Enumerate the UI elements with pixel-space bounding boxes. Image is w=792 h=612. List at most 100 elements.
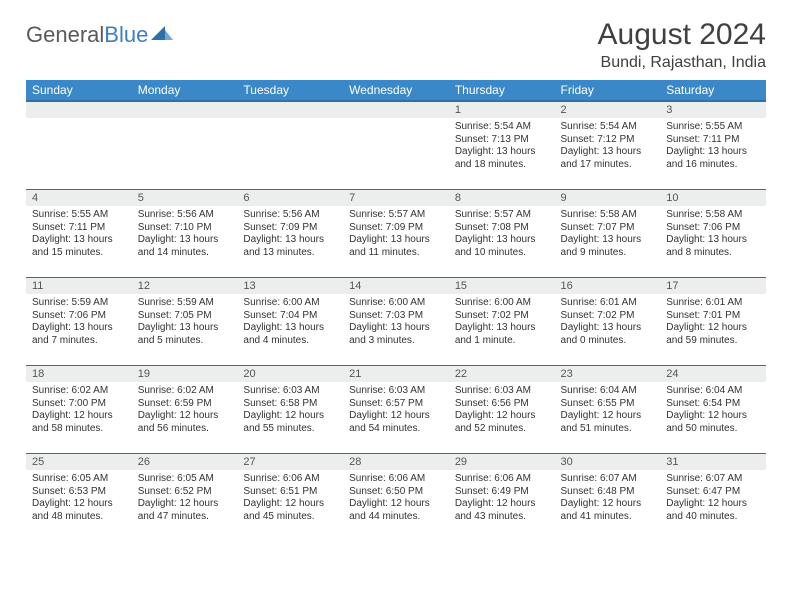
day-details: Sunrise: 6:02 AMSunset: 6:59 PMDaylight:… xyxy=(132,382,238,437)
day-details: Sunrise: 6:05 AMSunset: 6:52 PMDaylight:… xyxy=(132,470,238,525)
daylight-text: Daylight: 13 hours and 17 minutes. xyxy=(561,146,655,171)
day-number xyxy=(343,102,449,118)
daylight-text: Daylight: 12 hours and 48 minutes. xyxy=(32,498,126,523)
sunset-text: Sunset: 6:55 PM xyxy=(561,398,655,411)
sunset-text: Sunset: 6:53 PM xyxy=(32,486,126,499)
day-details: Sunrise: 6:07 AMSunset: 6:48 PMDaylight:… xyxy=(555,470,661,525)
daylight-text: Daylight: 13 hours and 15 minutes. xyxy=(32,234,126,259)
day-details: Sunrise: 6:06 AMSunset: 6:50 PMDaylight:… xyxy=(343,470,449,525)
sunset-text: Sunset: 7:06 PM xyxy=(666,222,760,235)
logo-sail-icon xyxy=(151,22,173,48)
calendar-cell: 25Sunrise: 6:05 AMSunset: 6:53 PMDayligh… xyxy=(26,453,132,541)
day-number: 23 xyxy=(555,365,661,382)
daylight-text: Daylight: 13 hours and 4 minutes. xyxy=(243,322,337,347)
sunrise-text: Sunrise: 5:56 AM xyxy=(138,209,232,222)
sunset-text: Sunset: 7:12 PM xyxy=(561,134,655,147)
day-number: 7 xyxy=(343,189,449,206)
day-details: Sunrise: 6:03 AMSunset: 6:56 PMDaylight:… xyxy=(449,382,555,437)
day-details: Sunrise: 5:55 AMSunset: 7:11 PMDaylight:… xyxy=(26,206,132,261)
sunrise-text: Sunrise: 5:54 AM xyxy=(561,121,655,134)
day-number: 8 xyxy=(449,189,555,206)
day-number: 26 xyxy=(132,453,238,470)
calendar-cell: 7Sunrise: 5:57 AMSunset: 7:09 PMDaylight… xyxy=(343,189,449,277)
day-details: Sunrise: 5:58 AMSunset: 7:06 PMDaylight:… xyxy=(660,206,766,261)
calendar-cell: 9Sunrise: 5:58 AMSunset: 7:07 PMDaylight… xyxy=(555,189,661,277)
sunset-text: Sunset: 7:07 PM xyxy=(561,222,655,235)
calendar-cell: 14Sunrise: 6:00 AMSunset: 7:03 PMDayligh… xyxy=(343,277,449,365)
sunrise-text: Sunrise: 6:00 AM xyxy=(455,297,549,310)
calendar-cell xyxy=(132,101,238,189)
sunrise-text: Sunrise: 6:03 AM xyxy=(243,385,337,398)
logo-text-2: Blue xyxy=(104,22,148,48)
calendar-cell xyxy=(343,101,449,189)
sunrise-text: Sunrise: 5:58 AM xyxy=(666,209,760,222)
daylight-text: Daylight: 13 hours and 0 minutes. xyxy=(561,322,655,347)
day-number: 31 xyxy=(660,453,766,470)
calendar-cell: 27Sunrise: 6:06 AMSunset: 6:51 PMDayligh… xyxy=(237,453,343,541)
day-details: Sunrise: 6:00 AMSunset: 7:02 PMDaylight:… xyxy=(449,294,555,349)
day-header: Thursday xyxy=(449,80,555,101)
daylight-text: Daylight: 12 hours and 51 minutes. xyxy=(561,410,655,435)
calendar-cell: 23 Sunrise: 6:04 AMSunset: 6:55 PMDayligh… xyxy=(555,365,661,453)
sunrise-text: Sunrise: 6:00 AM xyxy=(243,297,337,310)
daylight-text: Daylight: 13 hours and 1 minute. xyxy=(455,322,549,347)
sunrise-text: Sunrise: 6:06 AM xyxy=(243,473,337,486)
day-number: 5 xyxy=(132,189,238,206)
day-number: 2 xyxy=(555,102,661,118)
sunrise-text: Sunrise: 6:02 AM xyxy=(138,385,232,398)
sunset-text: Sunset: 7:02 PM xyxy=(455,310,549,323)
day-number: 14 xyxy=(343,277,449,294)
sunset-text: Sunset: 6:52 PM xyxy=(138,486,232,499)
sunset-text: Sunset: 6:56 PM xyxy=(455,398,549,411)
calendar-cell: 16Sunrise: 6:01 AMSunset: 7:02 PMDayligh… xyxy=(555,277,661,365)
calendar-cell: 3Sunrise: 5:55 AMSunset: 7:11 PMDaylight… xyxy=(660,101,766,189)
calendar-cell: 30Sunrise: 6:07 AMSunset: 6:48 PMDayligh… xyxy=(555,453,661,541)
day-number: 6 xyxy=(237,189,343,206)
day-number: 10 xyxy=(660,189,766,206)
day-number: 27 xyxy=(237,453,343,470)
sunset-text: Sunset: 6:47 PM xyxy=(666,486,760,499)
day-details: Sunrise: 6:03 AMSunset: 6:58 PMDaylight:… xyxy=(237,382,343,437)
sunrise-text: Sunrise: 5:58 AM xyxy=(561,209,655,222)
day-details: Sunrise: 5:56 AMSunset: 7:10 PMDaylight:… xyxy=(132,206,238,261)
daylight-text: Daylight: 13 hours and 11 minutes. xyxy=(349,234,443,259)
calendar-cell: 4Sunrise: 5:55 AMSunset: 7:11 PMDaylight… xyxy=(26,189,132,277)
day-details: Sunrise: 6:06 AMSunset: 6:51 PMDaylight:… xyxy=(237,470,343,525)
daylight-text: Daylight: 13 hours and 18 minutes. xyxy=(455,146,549,171)
sunrise-text: Sunrise: 6:06 AM xyxy=(455,473,549,486)
daylight-text: Daylight: 13 hours and 16 minutes. xyxy=(666,146,760,171)
day-header: Wednesday xyxy=(343,80,449,101)
daylight-text: Daylight: 12 hours and 47 minutes. xyxy=(138,498,232,523)
daylight-text: Daylight: 12 hours and 56 minutes. xyxy=(138,410,232,435)
sunset-text: Sunset: 7:02 PM xyxy=(561,310,655,323)
sunrise-text: Sunrise: 5:59 AM xyxy=(32,297,126,310)
sunset-text: Sunset: 7:11 PM xyxy=(32,222,126,235)
day-number: 16 xyxy=(555,277,661,294)
day-number: 4 xyxy=(26,189,132,206)
calendar-cell: 13Sunrise: 6:00 AMSunset: 7:04 PMDayligh… xyxy=(237,277,343,365)
sunset-text: Sunset: 6:58 PM xyxy=(243,398,337,411)
day-number: 19 xyxy=(132,365,238,382)
day-details: Sunrise: 6:00 AMSunset: 7:03 PMDaylight:… xyxy=(343,294,449,349)
sunrise-text: Sunrise: 5:57 AM xyxy=(455,209,549,222)
day-details: Sunrise: 5:57 AMSunset: 7:08 PMDaylight:… xyxy=(449,206,555,261)
sunrise-text: Sunrise: 6:07 AM xyxy=(666,473,760,486)
daylight-text: Daylight: 12 hours and 43 minutes. xyxy=(455,498,549,523)
calendar-cell: 5Sunrise: 5:56 AMSunset: 7:10 PMDaylight… xyxy=(132,189,238,277)
day-number: 11 xyxy=(26,277,132,294)
daylight-text: Daylight: 13 hours and 8 minutes. xyxy=(666,234,760,259)
sunrise-text: Sunrise: 5:54 AM xyxy=(455,121,549,134)
day-details: Sunrise: 5:57 AMSunset: 7:09 PMDaylight:… xyxy=(343,206,449,261)
sunset-text: Sunset: 7:10 PM xyxy=(138,222,232,235)
day-number xyxy=(237,102,343,118)
calendar-row: 1Sunrise: 5:54 AMSunset: 7:13 PMDaylight… xyxy=(26,101,766,189)
calendar-cell: 12Sunrise: 5:59 AMSunset: 7:05 PMDayligh… xyxy=(132,277,238,365)
sunrise-text: Sunrise: 6:05 AM xyxy=(138,473,232,486)
sunrise-text: Sunrise: 5:55 AM xyxy=(666,121,760,134)
sunset-text: Sunset: 6:50 PM xyxy=(349,486,443,499)
sunrise-text: Sunrise: 5:56 AM xyxy=(243,209,337,222)
sunrise-text: Sunrise: 6:04 AM xyxy=(561,385,655,398)
day-details: Sunrise: 6:02 AMSunset: 7:00 PMDaylight:… xyxy=(26,382,132,437)
day-number: 24 xyxy=(660,365,766,382)
calendar-row: 18Sunrise: 6:02 AMSunset: 7:00 PMDayligh… xyxy=(26,365,766,453)
